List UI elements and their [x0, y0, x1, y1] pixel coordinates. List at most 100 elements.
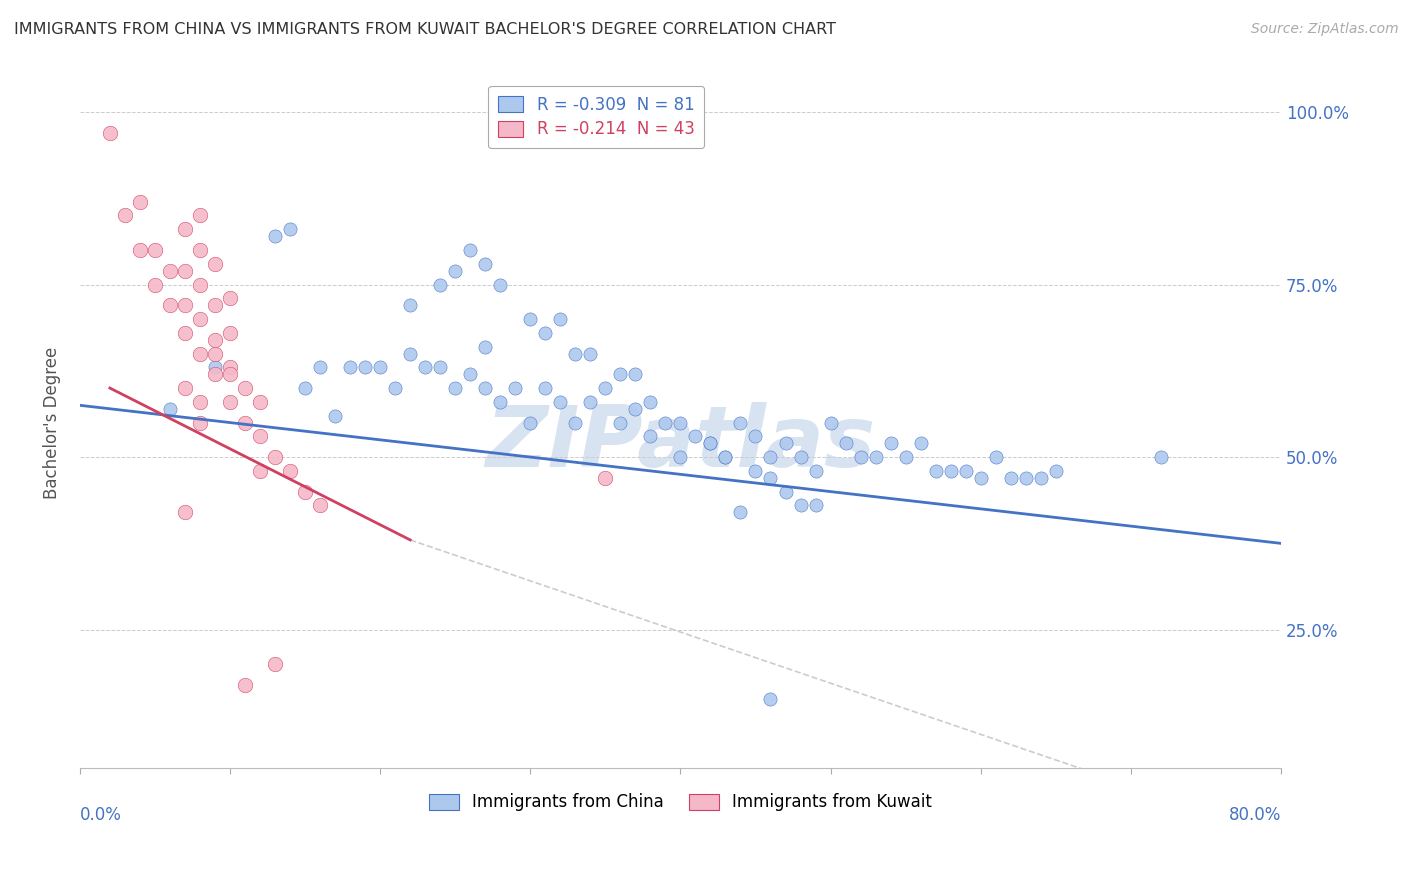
Point [278, 222, 301, 236]
Legend: Immigrants from China, Immigrants from Kuwait: Immigrants from China, Immigrants from K… [422, 787, 939, 818]
Point [233, 678, 256, 692]
Point [804, 464, 827, 478]
Point [970, 471, 993, 485]
Point [894, 450, 917, 464]
Point [399, 346, 422, 360]
Point [609, 416, 631, 430]
Point [775, 484, 797, 499]
Point [654, 416, 676, 430]
Point [503, 381, 526, 395]
Point [579, 346, 602, 360]
Point [174, 222, 197, 236]
Point [955, 464, 977, 478]
Point [789, 499, 811, 513]
Point [458, 368, 481, 382]
Point [834, 436, 856, 450]
Point [159, 298, 181, 312]
Text: IMMIGRANTS FROM CHINA VS IMMIGRANTS FROM KUWAIT BACHELOR'S DEGREE CORRELATION CH: IMMIGRANTS FROM CHINA VS IMMIGRANTS FROM… [14, 22, 837, 37]
Point [939, 464, 962, 478]
Point [204, 346, 226, 360]
Point [174, 381, 197, 395]
Point [1029, 471, 1052, 485]
Point [188, 277, 211, 292]
Point [129, 194, 152, 209]
Point [204, 368, 226, 382]
Point [744, 464, 766, 478]
Point [474, 257, 496, 271]
Text: ZIPatlas: ZIPatlas [485, 401, 876, 484]
Point [849, 450, 872, 464]
Point [159, 401, 181, 416]
Point [1015, 471, 1038, 485]
Point [219, 291, 242, 305]
Point [910, 436, 932, 450]
Text: Source: ZipAtlas.com: Source: ZipAtlas.com [1251, 22, 1399, 37]
Point [143, 243, 166, 257]
Point [204, 360, 226, 375]
Point [489, 395, 512, 409]
Point [264, 229, 287, 244]
Point [188, 395, 211, 409]
Point [595, 471, 617, 485]
Point [204, 298, 226, 312]
Point [294, 484, 316, 499]
Point [489, 277, 512, 292]
Point [1150, 450, 1173, 464]
Point [714, 450, 737, 464]
Point [984, 450, 1007, 464]
Point [249, 464, 271, 478]
Point [249, 395, 271, 409]
Point [98, 126, 121, 140]
Point [519, 416, 541, 430]
Point [278, 464, 301, 478]
Point [564, 416, 586, 430]
Point [204, 333, 226, 347]
Point [219, 395, 242, 409]
Point [188, 416, 211, 430]
Point [759, 450, 782, 464]
Point [820, 416, 842, 430]
Point [174, 263, 197, 277]
Point [640, 429, 662, 443]
Point [519, 312, 541, 326]
Point [188, 312, 211, 326]
Point [384, 381, 406, 395]
Point [624, 368, 647, 382]
Point [579, 395, 602, 409]
Point [1045, 464, 1067, 478]
Point [775, 436, 797, 450]
Point [714, 450, 737, 464]
Point [1000, 471, 1022, 485]
Point [188, 209, 211, 223]
Point [640, 395, 662, 409]
Point [699, 436, 721, 450]
Point [114, 209, 136, 223]
Point [444, 263, 467, 277]
Point [159, 263, 181, 277]
Point [174, 298, 197, 312]
Point [865, 450, 887, 464]
Point [759, 471, 782, 485]
Y-axis label: Bachelor's Degree: Bachelor's Degree [44, 346, 60, 499]
Point [879, 436, 901, 450]
Point [730, 416, 752, 430]
Point [474, 340, 496, 354]
Point [534, 381, 557, 395]
Point [309, 499, 332, 513]
Text: 0.0%: 0.0% [80, 805, 122, 823]
Point [339, 360, 361, 375]
Point [249, 429, 271, 443]
Point [413, 360, 436, 375]
Point [759, 691, 782, 706]
Point [354, 360, 377, 375]
Point [204, 257, 226, 271]
Point [595, 381, 617, 395]
Point [924, 464, 946, 478]
Point [233, 416, 256, 430]
Point [789, 450, 811, 464]
Point [129, 243, 152, 257]
Point [609, 368, 631, 382]
Point [368, 360, 391, 375]
Point [219, 326, 242, 340]
Text: 80.0%: 80.0% [1229, 805, 1281, 823]
